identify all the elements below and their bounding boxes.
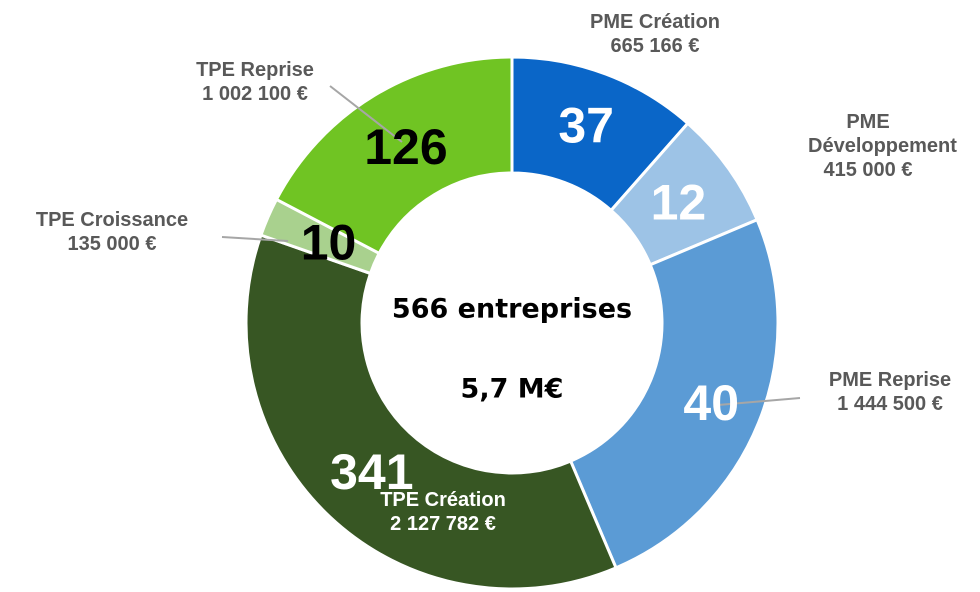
category-label: PME Création 665 166 € <box>590 10 720 58</box>
amount-label: 1 444 500 € <box>837 393 943 415</box>
segment-count: 341 <box>330 444 413 500</box>
category-name: TPE Reprise <box>196 59 314 81</box>
segment-count: 40 <box>683 375 739 431</box>
segment-count: 37 <box>558 98 614 154</box>
donut-segment <box>244 233 618 591</box>
amount-label: 2 127 782 € <box>390 513 496 535</box>
segment-count: 10 <box>301 214 357 270</box>
category-name: PME Reprise <box>828 369 952 391</box>
segment-count: 12 <box>651 174 707 230</box>
category-name: TPE Croissance <box>35 209 189 231</box>
category-label: TPE Reprise 1 002 100 € <box>196 58 314 106</box>
leader-line <box>329 85 403 143</box>
donut-segment <box>568 217 780 570</box>
amount-label: 665 166 € <box>610 35 700 57</box>
category-name: PME Développement <box>808 111 957 157</box>
category-label: TPE Création 2 127 782 € <box>380 488 506 536</box>
amount-label: 415 000 € <box>823 159 913 181</box>
amount-label: 135 000 € <box>67 233 157 255</box>
center-text: 566 entreprises <box>392 294 632 325</box>
category-name: PME Création <box>589 11 721 33</box>
category-name: TPE Création <box>380 489 506 511</box>
category-label: PME Reprise 1 444 500 € <box>829 368 951 416</box>
category-label: TPE Croissance 135 000 € <box>36 208 188 256</box>
segment-count: 126 <box>364 119 447 175</box>
leader-line <box>717 397 801 406</box>
amount-label: 1 002 100 € <box>202 83 308 105</box>
center-text: 5,7 M€ <box>461 374 564 405</box>
category-label: PME Développement 415 000 € <box>808 110 957 182</box>
donut-segment <box>274 55 514 256</box>
leader-line <box>221 236 289 242</box>
